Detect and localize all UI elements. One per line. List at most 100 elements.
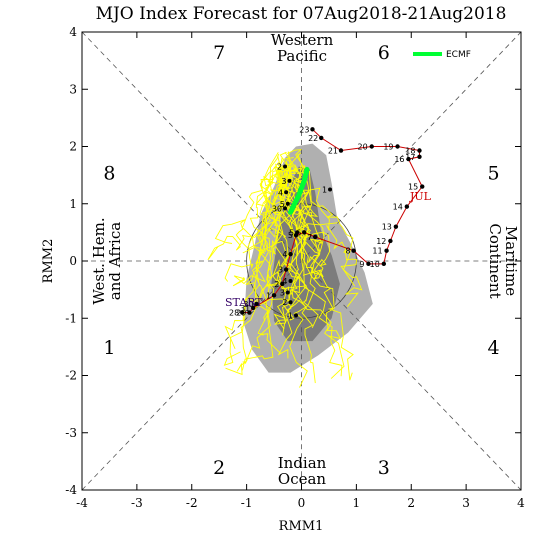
region-right-line1: Maritime [502,226,520,296]
ensemble-member-24 [256,152,291,330]
chart-title: MJO Index Forecast for 07Aug2018-21Aug20… [96,4,507,24]
forecast-point-5 [285,201,290,206]
observed-point-18 [302,230,307,235]
observed-day-label-2: 22 [308,134,318,143]
ensemble-member-27 [255,163,288,290]
ensemble-member-34 [277,169,307,359]
ensemble-member-32 [276,170,345,379]
ensemble-member-30 [287,158,363,307]
observed-point-27 [240,310,245,315]
observed-point-6 [417,148,422,153]
observed-day-label-11: 13 [382,223,392,232]
observed-point-4 [369,144,374,149]
observed-point-2 [319,135,324,141]
forecast-day-label-10: 2 [282,298,287,307]
observed-day-label-20: 4 [282,250,287,259]
observed-point-5 [395,144,400,149]
x-tick-label-3: -1 [241,496,253,510]
forecast-day-label-4: 4 [278,188,283,197]
ensemble-member-20 [224,166,285,282]
observed-day-label-24: 31 [240,304,250,313]
region-top-line2: Pacific [277,47,327,65]
observed-day-label-17: 7 [307,233,312,242]
x-axis-ticks: -4 -3 -2 -1 0 1 2 3 4 [76,32,525,510]
region-right-line2: Continent [486,223,504,298]
y-tick-label-6: 2 [69,140,77,154]
y-axis-label: RMM2 [41,239,56,284]
y-tick-label-1: -3 [65,426,77,440]
ensemble-member-33 [242,162,279,364]
region-label-bottom: Indian Ocean [278,454,327,488]
phase-label-7: 7 [213,42,225,64]
x-axis-label: RMM1 [279,519,324,534]
ensemble-member-23 [282,167,321,384]
x-tick-label-6: 2 [407,496,415,510]
observed-point-1 [310,127,315,132]
ensemble-member-28 [274,165,305,336]
ensemble-member-25 [207,152,302,261]
x-tick-label-4: 0 [298,496,306,510]
x-tick-label-5: 1 [353,496,361,510]
observed-point-12 [388,238,393,244]
observed-track: 2322212019181716151413121110987654321313… [229,125,425,318]
phase-label-2: 2 [213,457,225,479]
y-tick-label-4: 0 [69,254,77,268]
forecast-day-label-7: 5 [289,228,294,237]
x-tick-label-7: 3 [462,496,470,510]
ensemble-members [207,149,363,388]
forecast-day-label-2: 2 [277,163,282,172]
observed-point-25 [254,301,259,307]
observed-point-24 [251,305,256,311]
ensemble-mean-track [288,166,310,215]
observed-point-21 [283,267,289,272]
observed-point-15 [366,261,371,267]
legend-label: ECMF [446,50,471,60]
observed-day-label-13: 11 [372,247,382,256]
observed-day-label-23: 1 [266,291,271,300]
forecast-point-11 [294,313,299,318]
forecast-point-7 [295,230,300,235]
observed-point-3 [338,148,344,153]
phase-label-4: 4 [488,337,500,359]
y-tick-label-3: -1 [65,311,77,325]
y-tick-label-8: 4 [69,25,77,39]
forecast-point-9 [285,290,290,295]
region-left-line2: and Africa [106,222,124,300]
observed-day-label-3: 21 [328,147,338,156]
forecast-day-label-1: 1 [322,185,327,194]
ensemble-member-2 [279,162,330,278]
region-bottom-line2: Ocean [278,470,327,488]
ensemble-member-29 [232,169,297,287]
observed-point-10 [404,204,410,209]
observed-day-label-25: 30 [243,300,253,309]
observed-point-17 [313,234,318,240]
forecast-day-label-3: 3 [281,177,286,186]
y-tick-label-2: -2 [65,369,77,383]
observed-point-20 [288,251,293,257]
forecast-day-label-8: 4 [282,277,287,286]
observed-day-label-21: 3 [278,266,283,275]
forecast-point-6 [283,206,288,211]
observed-day-label-8: 16 [394,155,404,164]
region-label-right: Maritime Continent [486,223,520,298]
observed-day-label-7: 17 [405,153,415,162]
forecast-day-label-11: 1 [288,311,293,320]
observed-point-22 [280,281,285,287]
observed-point-9 [420,184,425,189]
forecast-point-4 [284,190,289,195]
ensemble-member-26 [225,153,312,376]
x-tick-label-8: 4 [517,496,525,510]
observed-point-11 [393,224,399,229]
ensemble-member-12 [245,162,288,355]
observed-day-label-19: 5 [288,231,293,240]
region-left-line1: West. Hem. [90,217,108,304]
region-top-line1: Western [271,31,334,49]
ensemble-member-11 [299,165,358,287]
observed-day-label-15: 9 [359,260,364,269]
month-label: JUL [409,190,432,203]
forecast-point-1 [328,187,333,192]
observed-day-label-16: 8 [346,247,351,256]
